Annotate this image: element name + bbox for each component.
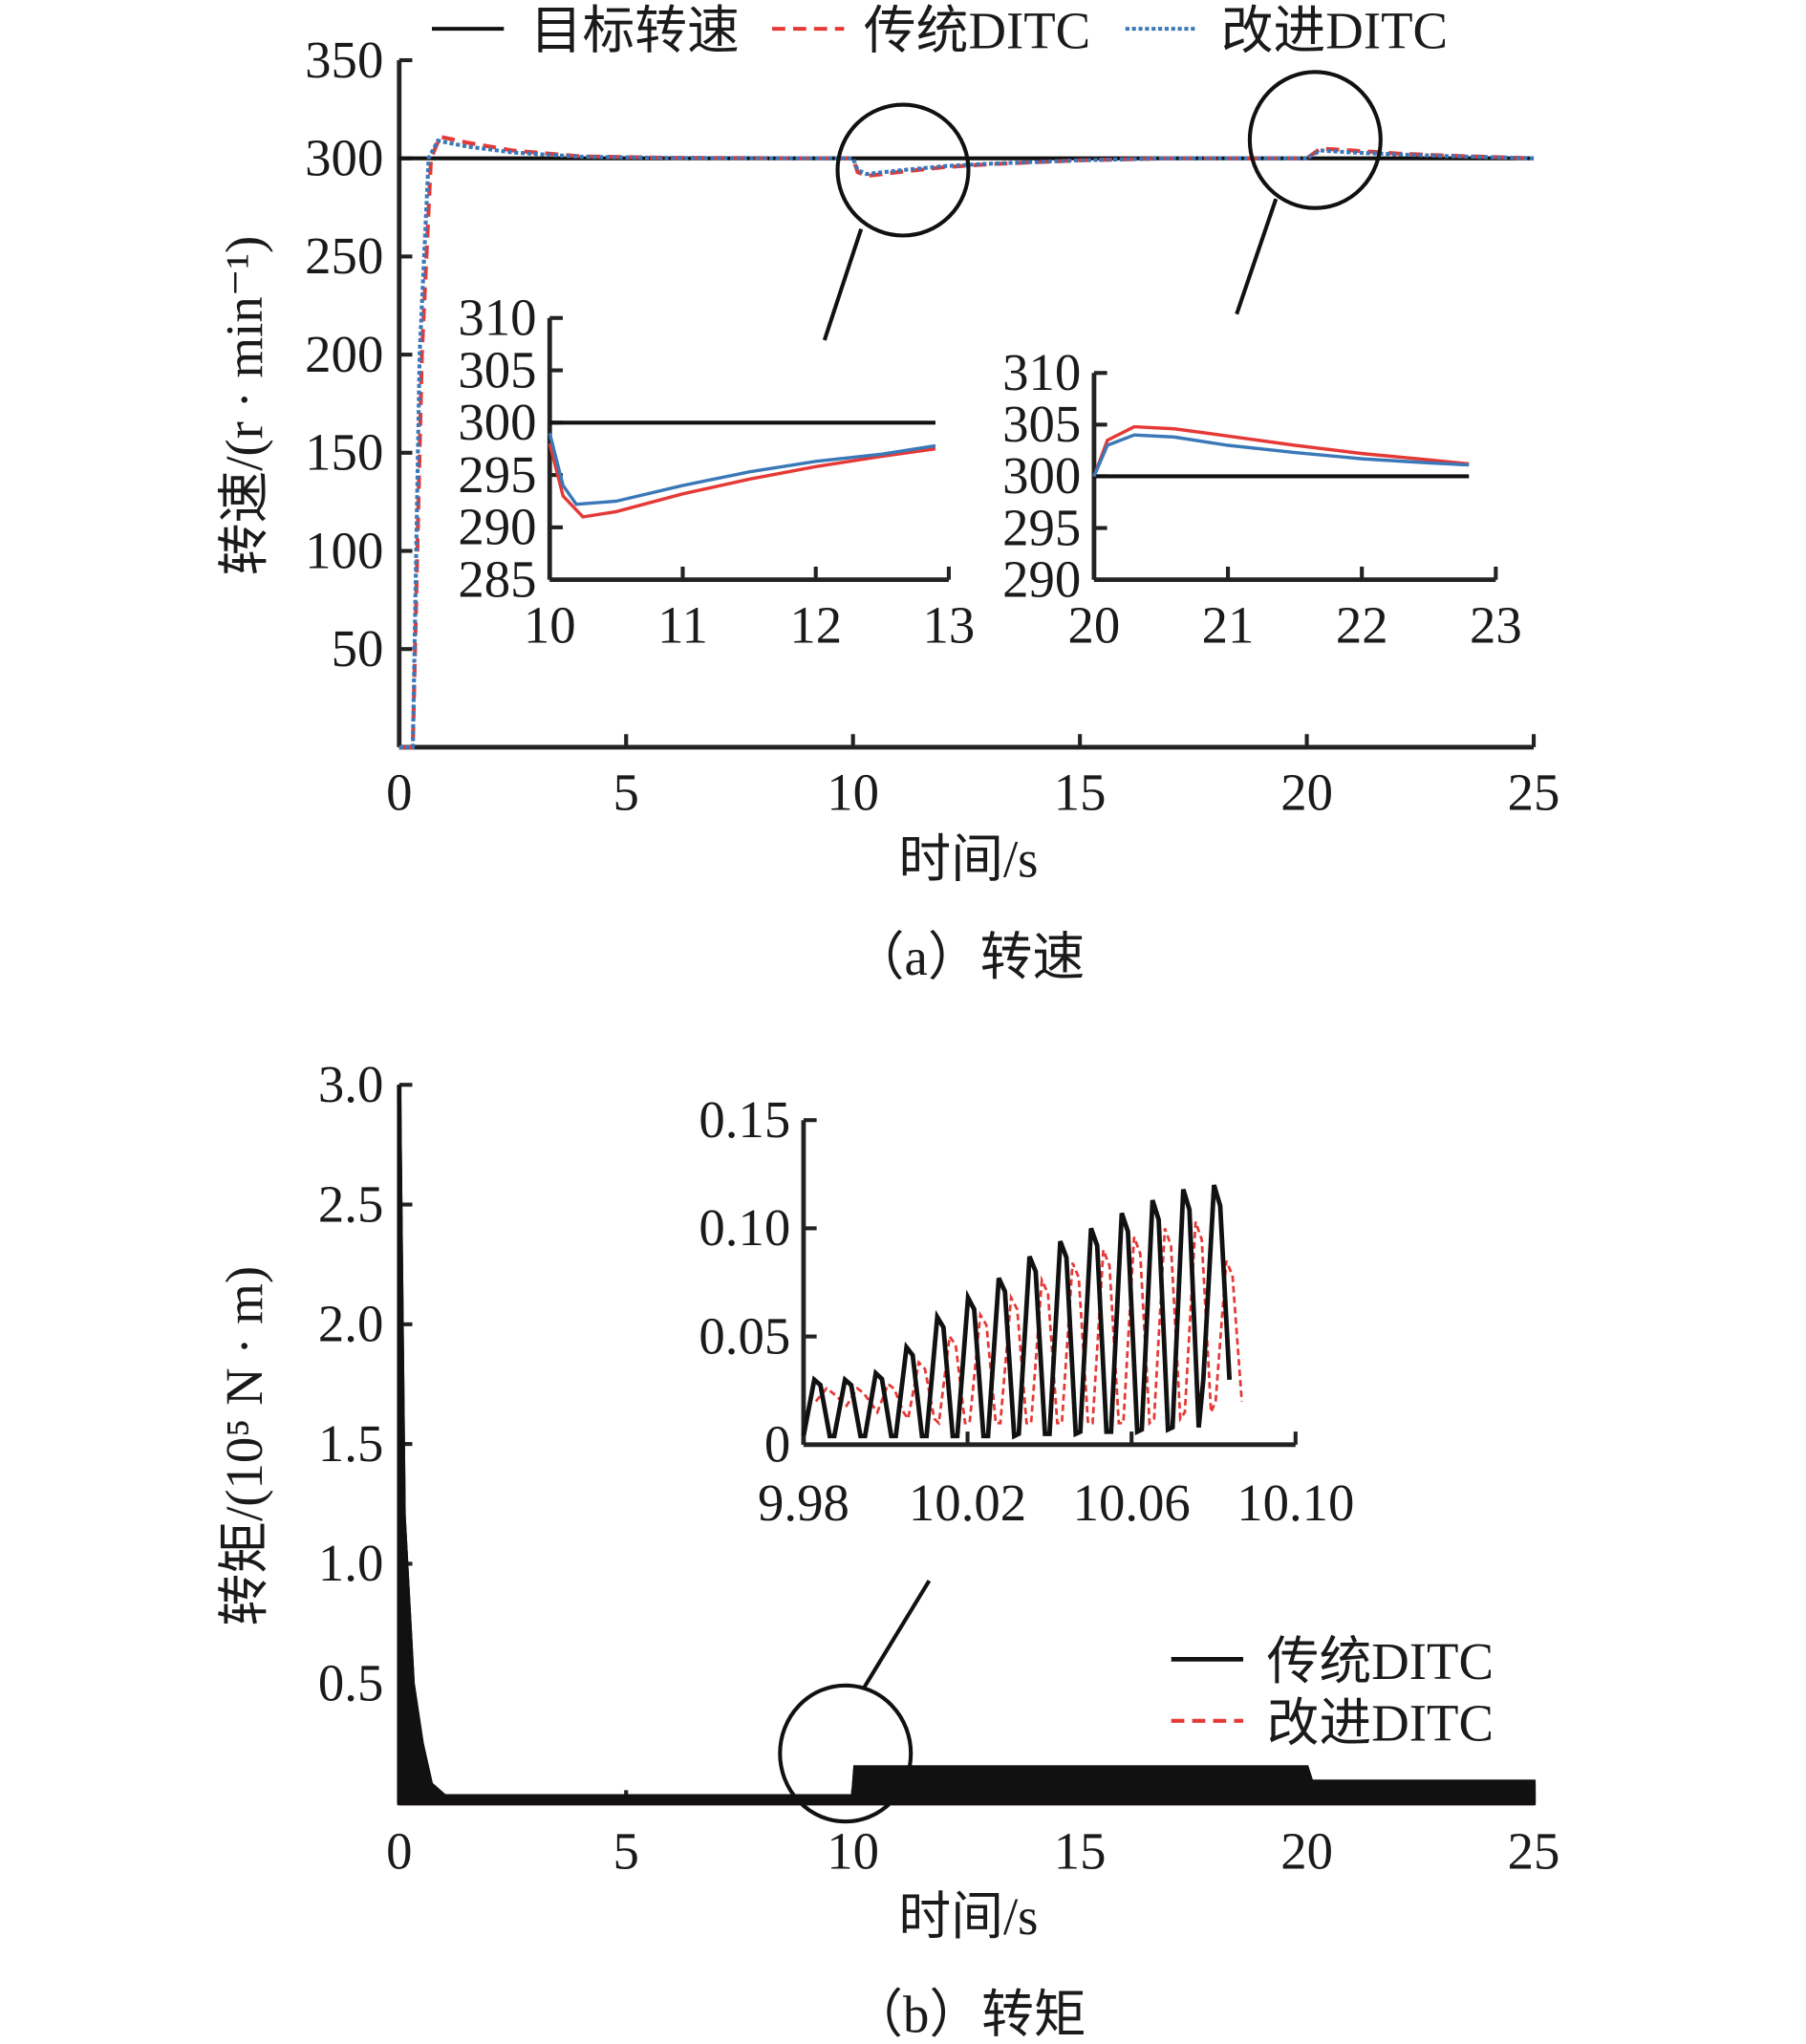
panel-b-x-tick-label: 20 [1280,1822,1333,1881]
inset-b-traditional-line [801,1184,1233,1440]
inset-a1-x-tick-label: 12 [789,595,842,654]
inset-b-y-tick-label: 0.15 [699,1090,790,1149]
panel-a-y-tick-label: 250 [305,226,383,285]
inset-a2-y-tick-label: 305 [1002,395,1081,453]
inset-a1-x-tick-label: 10 [524,595,576,654]
inset-a2-series-line [1092,433,1470,478]
panel-b-y-tick-label: 2.5 [318,1174,383,1233]
inset-a2-x-tick-label: 20 [1068,595,1121,654]
panel-b-legend-entry: 传统DITC [1267,1632,1494,1690]
inset-a1-series-line [548,442,936,519]
panel-b-y-tick-label: 2.0 [318,1295,383,1353]
inset-a2-x-tick-label: 23 [1470,595,1522,654]
panel-b-y-tick-label: 3.0 [318,1055,383,1113]
inset-b-y-tick-label: 0 [764,1415,790,1474]
inset-b-x-tick-label: 10.02 [909,1474,1026,1532]
panel-b-x-tick-label: 10 [827,1822,879,1881]
panel-a-y-tick-label: 150 [305,423,383,482]
inset-a1-y-tick-label: 285 [458,549,536,608]
zoom-connector [1235,198,1279,315]
panel-a-x-tick-label: 25 [1508,764,1560,822]
panel-a-legend-entry: 传统DITC [864,2,1090,60]
panel-b-traditional-envelope [397,1085,1535,1798]
inset-a1-series-line [548,432,936,506]
panel-a-caption: （a）转速 [852,928,1085,986]
inset-b-x-tick-label: 9.98 [758,1474,849,1532]
panel-b-caption: （b）转矩 [850,1986,1086,2044]
panel-b-y-tick-label: 1.5 [318,1414,383,1473]
panel-a-x-tick-label: 15 [1054,764,1107,822]
panel-b-legend-entry: 改进DITC [1267,1693,1494,1752]
inset-a1-y-tick-label: 300 [458,393,536,451]
panel-a-legend-entry: 目标转速 [530,2,740,60]
panel-b-x-tick-label: 25 [1508,1822,1560,1881]
inset-a2-y-tick-label: 310 [1002,343,1081,401]
inset-a1-y-tick-label: 305 [458,340,536,398]
zoom-connector [862,1580,932,1689]
inset-b-x-tick-label: 10.06 [1073,1474,1191,1532]
panel-a-x-tick-label: 20 [1280,764,1333,822]
panel-b-x-tick-label: 0 [386,1822,412,1881]
inset-b-improved-line [814,1221,1243,1427]
panel-a-x-axis-label: 时间/s [898,829,1038,888]
panel-b-x-tick-label: 5 [613,1822,639,1881]
panel-a-y-tick-label: 50 [332,619,384,678]
inset-b-y-tick-label: 0.10 [699,1198,790,1257]
panel-a-x-tick-label: 5 [613,764,639,822]
inset-a1-y-tick-label: 290 [458,498,536,556]
inset-a2-series-line [1092,424,1470,478]
inset-a2-y-tick-label: 300 [1002,446,1081,505]
panel-b-x-tick-label: 15 [1054,1822,1107,1881]
panel-a-y-tick-label: 350 [305,31,383,89]
inset-a1-y-tick-label: 295 [458,445,536,504]
inset-a2-y-tick-label: 295 [1002,498,1081,556]
panel-a-x-tick-label: 0 [386,764,412,822]
panel-b-y-axis-label: 转矩/(10⁵ N · m) [215,1266,273,1626]
zoom-circle [1247,70,1383,210]
panel-a-series-line [398,134,1535,749]
panel-b-y-tick-label: 1.0 [318,1534,383,1592]
panel-a-series-line [398,138,1535,749]
zoom-circle [835,102,971,238]
panel-a-y-tick-label: 200 [305,325,383,383]
zoom-connector [822,228,864,341]
panel-a-y-tick-label: 100 [305,521,383,579]
inset-b-y-tick-label: 0.05 [699,1306,790,1365]
panel-a-x-tick-label: 10 [827,764,879,822]
panel-a-legend-entry: 改进DITC [1221,2,1448,60]
inset-a2-x-tick-label: 21 [1202,595,1255,654]
inset-a1-x-tick-label: 13 [923,595,976,654]
inset-a1-x-tick-label: 11 [657,595,708,654]
panel-a-y-tick-label: 300 [305,128,383,186]
panel-a-y-axis-label: 转速/(r · min⁻¹) [215,236,273,576]
inset-a1-y-tick-label: 310 [458,289,536,347]
panel-b-y-tick-label: 0.5 [318,1654,383,1712]
panel-b-x-axis-label: 时间/s [898,1887,1038,1946]
zoom-circle [778,1683,914,1824]
inset-b-x-tick-label: 10.10 [1236,1474,1354,1532]
inset-a2-y-tick-label: 290 [1002,549,1081,608]
inset-a2-x-tick-label: 22 [1336,595,1388,654]
